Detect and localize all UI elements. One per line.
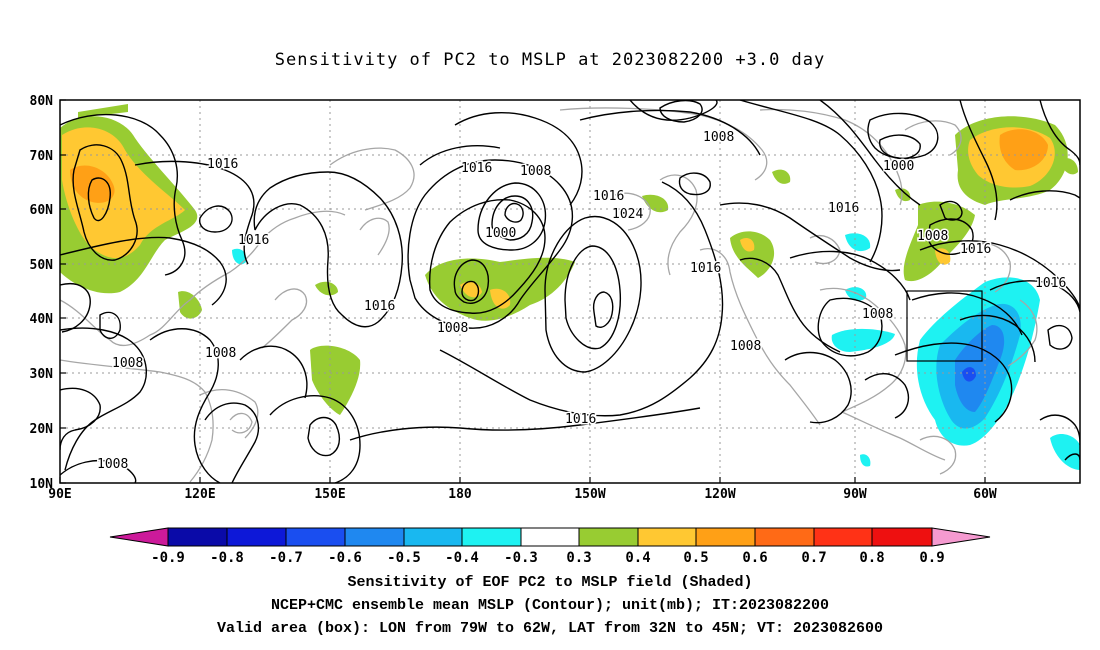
colorbar-labels: -0.9 -0.8 -0.7 -0.6 -0.5 -0.4 -0.3 0.3 0… (151, 550, 945, 566)
colorbar-segment (226, 527, 287, 547)
colorbar (109, 527, 991, 547)
colorbar-segment (871, 527, 933, 547)
lat-label: 40N (30, 312, 54, 327)
lat-label: 20N (30, 422, 54, 437)
contour-label: 1000 (485, 226, 516, 241)
colorbar-low-arrow (109, 527, 169, 547)
lat-label: 10N (30, 477, 54, 492)
contour-label: 1008 (520, 164, 551, 179)
lon-label: 180 (448, 487, 472, 502)
caption-valid-area: Valid area (box): LON from 79W to 62W, L… (216, 620, 884, 637)
colorbar-label: -0.4 (445, 550, 479, 566)
contour-label: 1016 (960, 242, 991, 257)
colorbar-segment (813, 527, 873, 547)
lon-label: 120W (704, 487, 735, 502)
colorbar-label: 0.5 (683, 550, 708, 566)
contour-label: 1008 (112, 356, 143, 371)
colorbar-label: -0.7 (269, 550, 303, 566)
contour-label: 1008 (703, 130, 734, 145)
contour-label: 1016 (461, 161, 492, 176)
latitude-labels: 80N 70N 60N 50N 40N 30N 20N 10N (30, 94, 54, 492)
contour-label: 1016 (238, 233, 269, 248)
lat-label: 50N (30, 258, 54, 273)
colorbar-label: 0.6 (742, 550, 767, 566)
mslp-contours (60, 100, 1080, 483)
lat-label: 60N (30, 203, 54, 218)
caption-shading: Sensitivity of EOF PC2 to MSLP field (Sh… (347, 574, 753, 591)
contour-label: 1008 (862, 307, 893, 322)
colorbar-segment (754, 527, 815, 547)
contour-label: 1016 (364, 299, 395, 314)
contour-label: 1016 (593, 189, 624, 204)
lat-label: 30N (30, 367, 54, 382)
contour-label: 1016 (207, 157, 238, 172)
colorbar-segment (637, 527, 697, 547)
contour-label: 1008 (917, 229, 948, 244)
lon-label: 90W (843, 487, 867, 502)
contour-label: 1008 (730, 339, 761, 354)
colorbar-segment (520, 527, 580, 547)
contour-label: 1000 (883, 159, 914, 174)
lon-label: 60W (973, 487, 997, 502)
colorbar-label: -0.5 (387, 550, 421, 566)
colorbar-segment (578, 527, 639, 547)
colorbar-segment (403, 527, 463, 547)
contour-label: 1008 (205, 346, 236, 361)
lon-label: 90E (48, 487, 71, 502)
colorbar-high-arrow (931, 527, 991, 547)
colorbar-label: -0.9 (151, 550, 185, 566)
lon-label: 150E (314, 487, 345, 502)
longitude-labels: 90E 120E 150E 180 150W 120W 90W 60W (48, 487, 997, 502)
colorbar-label: 0.7 (801, 550, 826, 566)
contour-labels: 1016 1016 1008 1016 1008 1000 1016 1024 … (96, 129, 1068, 474)
colorbar-label: -0.6 (328, 550, 362, 566)
lon-label: 120E (184, 487, 215, 502)
contour-label: 1016 (565, 412, 596, 427)
colorbar-segment (285, 527, 346, 547)
axis-ticks (59, 99, 986, 484)
contour-label: 1016 (690, 261, 721, 276)
contour-label: 1016 (828, 201, 859, 216)
lat-label: 80N (30, 94, 54, 109)
lon-label: 150W (574, 487, 605, 502)
colorbar-label: 0.8 (859, 550, 884, 566)
contour-label: 1016 (1035, 276, 1066, 291)
colorbar-segment (167, 527, 228, 547)
lat-label: 70N (30, 149, 54, 164)
valid-area-box (906, 290, 983, 362)
colorbar-segment (695, 527, 756, 547)
caption-contour: NCEP+CMC ensemble mean MSLP (Contour); u… (270, 597, 830, 614)
colorbar-label: -0.3 (504, 550, 538, 566)
contour-label: 1008 (97, 457, 128, 472)
colorbar-segment (461, 527, 522, 547)
coastlines (60, 107, 1038, 483)
map-title: Sensitivity of PC2 to MSLP at 2023082200… (274, 50, 826, 70)
colorbar-label: 0.9 (919, 550, 944, 566)
contour-label: 1024 (612, 207, 643, 222)
contour-label: 1008 (437, 321, 468, 336)
colorbar-label: 0.3 (566, 550, 591, 566)
colorbar-label: 0.4 (625, 550, 650, 566)
colorbar-label: -0.8 (210, 550, 244, 566)
colorbar-segment (344, 527, 405, 547)
map-frame (59, 99, 1081, 484)
